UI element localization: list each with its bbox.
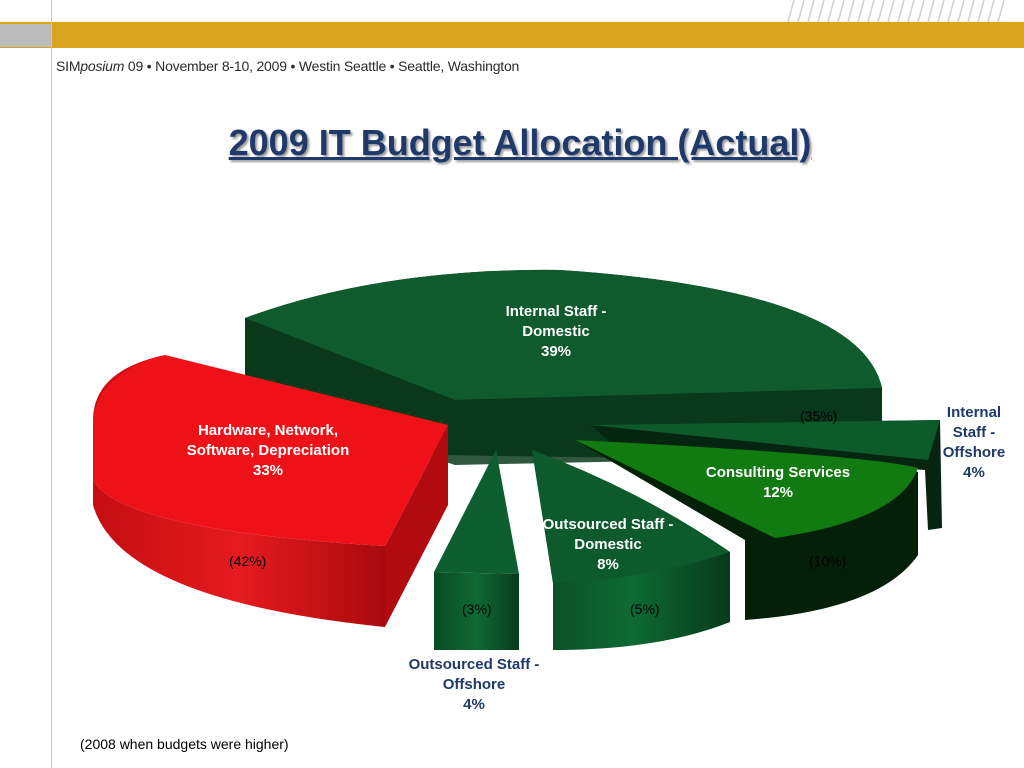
stripe-line — [977, 0, 985, 22]
stripe-line — [987, 0, 995, 22]
label-text: Outsourced Staff - Offshore — [408, 656, 540, 693]
stripe-line — [827, 0, 835, 22]
label-internal-staff-offshore: Internal Staff - Offshore 4% — [936, 403, 1012, 483]
slice-outsourced-offshore-top — [434, 450, 519, 574]
stripe-line — [917, 0, 925, 22]
prev-hardware-network: (42%) — [229, 553, 267, 569]
slice-internal-staff-domestic-top — [245, 269, 882, 400]
stripe-line — [947, 0, 955, 22]
header-accent-bar — [0, 22, 1024, 48]
page-title: 2009 IT Budget Allocation (Actual) — [228, 122, 812, 163]
label-text: Hardware, Network, Software, Depreciatio… — [186, 422, 350, 459]
slice-outsourced-offshore-side — [434, 572, 519, 650]
label-outsourced-staff-offshore: Outsourced Staff - Offshore 4% — [396, 655, 552, 715]
stripe-line — [937, 0, 945, 22]
stripe-line — [877, 0, 885, 22]
stripe-line — [957, 0, 965, 22]
header-details: 09 • November 8-10, 2009 • Westin Seattl… — [124, 58, 520, 74]
stripe-line — [867, 0, 875, 22]
footnote: (2008 when budgets were higher) — [80, 736, 289, 752]
prev-consulting-services: (10%) — [809, 553, 847, 569]
stripe-line — [887, 0, 895, 22]
stripe-line — [797, 0, 805, 22]
slice-internal-staff-offshore-top — [590, 420, 940, 460]
stripe-line — [967, 0, 975, 22]
label-value: 8% — [597, 556, 619, 573]
label-hardware-network: Hardware, Network, Software, Depreciatio… — [170, 421, 366, 481]
stripe-line — [837, 0, 845, 22]
label-value: 4% — [463, 696, 485, 713]
label-text: Outsourced Staff - Domestic — [542, 516, 674, 553]
stripe-line — [897, 0, 905, 22]
label-text: Internal Staff - Offshore — [942, 404, 1006, 461]
prev-outsourced-staff-domestic: (5%) — [630, 601, 660, 617]
stripe-line — [927, 0, 935, 22]
label-internal-staff-domestic: Internal Staff - Domestic 39% — [480, 302, 632, 362]
label-text: Internal Staff - Domestic — [505, 303, 607, 340]
label-value: 33% — [252, 462, 284, 479]
label-value: 4% — [963, 464, 985, 481]
label-consulting-services: Consulting Services 12% — [690, 463, 866, 503]
prev-internal-staff-domestic: (35%) — [800, 408, 838, 424]
left-margin-line — [51, 0, 52, 768]
stripe-line — [807, 0, 815, 22]
slice-hardware-side-right — [385, 425, 448, 627]
stripe-line — [847, 0, 855, 22]
header-gray-block — [0, 24, 52, 47]
stripe-line — [857, 0, 865, 22]
stripe-line — [907, 0, 915, 22]
stripe-line — [997, 0, 1005, 22]
label-outsourced-staff-domestic: Outsourced Staff - Domestic 8% — [530, 515, 686, 575]
slice-outsourced-domestic-top — [532, 450, 730, 583]
decorative-stripes — [787, 0, 1005, 22]
header-sim: SIM — [56, 58, 81, 74]
slice-hardware-side — [93, 355, 385, 627]
slice-hardware-top — [93, 355, 448, 546]
stripe-line — [817, 0, 825, 22]
label-value: 12% — [762, 484, 794, 501]
label-text: Consulting Services — [705, 464, 851, 481]
prev-outsourced-staff-offshore: (3%) — [462, 601, 492, 617]
label-value: 39% — [540, 343, 572, 360]
stripe-line — [787, 0, 795, 22]
slice-consulting-services-top — [575, 440, 918, 538]
header-posium: posium — [80, 58, 125, 74]
event-header: SIMposium 09 • November 8-10, 2009 • Wes… — [56, 58, 519, 74]
